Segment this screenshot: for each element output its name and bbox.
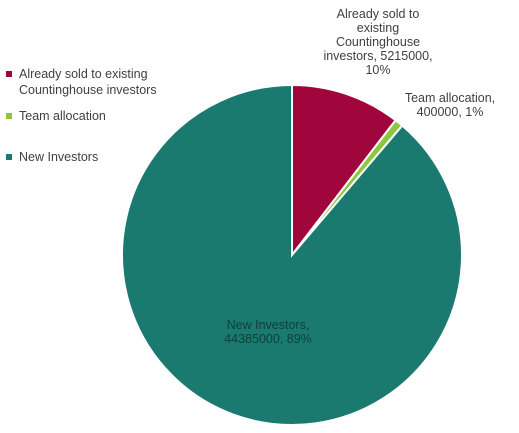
legend-item-new-investors: New Investors xyxy=(6,149,98,165)
data-label-team-allocation: Team allocation, 400000, 1% xyxy=(405,91,495,119)
legend-item-already-sold: Already sold to existing Countinghouse i… xyxy=(6,66,157,98)
data-label-already-sold: Already sold to existing Countinghouse inve… xyxy=(323,7,432,77)
legend-swatch-already-sold xyxy=(6,71,12,77)
pie-slice-already-sold xyxy=(291,83,398,258)
data-label-new-investors: New Investors, 44385000, 89% xyxy=(224,318,312,346)
legend-label-team-allocation: Team allocation xyxy=(19,109,106,123)
pie-slice-new-investors xyxy=(121,83,463,426)
legend-label-new-investors: New Investors xyxy=(19,150,99,164)
legend-label-already-sold: Already sold to existing Countinghouse i… xyxy=(19,67,157,97)
legend-item-team-allocation: Team allocation xyxy=(6,108,106,124)
legend-swatch-team-allocation xyxy=(6,113,12,119)
legend-swatch-new-investors xyxy=(6,154,12,160)
